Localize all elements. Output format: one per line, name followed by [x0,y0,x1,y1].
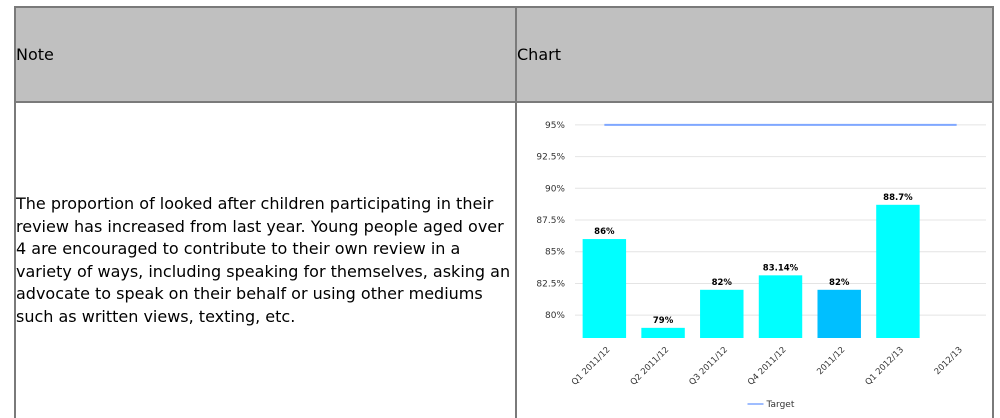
x-tick-label: Q1 2012/13 [864,345,907,388]
legend-target-label: Target [766,400,795,410]
x-tick-label: Q3 2011/12 [687,345,730,388]
bar-data-label: 86% [594,227,615,237]
bar [700,289,744,338]
y-tick-label: 87.5% [536,216,565,226]
note-text: The proportion of looked after children … [16,194,511,326]
x-tick-label: 2012/13 [933,345,965,377]
note-column-header: Note [16,8,517,103]
bar-chart: 80% 82.5% 85% 87.5% 90% 92.5% 95% 86% Q1 2011/12… [536,121,986,410]
bar [641,327,685,338]
bar-data-label: 79% [653,316,674,326]
bar [876,204,920,338]
note-chart-table: Note Chart The proportion of looked afte… [14,6,994,418]
bar [758,275,803,338]
y-tick-label: 95% [545,121,565,131]
table-body-row: The proportion of looked after children … [16,103,992,418]
table-header-row: Note Chart [16,8,992,103]
bar-data-label: 82% [712,278,733,288]
x-tick-label: Q2 2011/12 [629,345,672,388]
note-cell: The proportion of looked after children … [16,103,517,418]
y-tick-label: 85% [545,248,565,258]
x-tick-label: 2011/12 [815,345,847,377]
bar-data-label: 88.7% [883,193,913,203]
bar [582,239,627,338]
bar-data-label: 82% [829,278,850,288]
x-tick-label: Q1 2011/12 [570,345,613,388]
y-tick-label: 80% [545,311,565,321]
chart-column-header: Chart [517,8,992,103]
y-tick-label: 92.5% [536,153,565,163]
chart-cell: 80% 82.5% 85% 87.5% 90% 92.5% 95% 86% Q1 2011/12… [517,103,992,418]
bar [817,289,861,338]
y-tick-label: 82.5% [536,279,565,289]
x-tick-label: Q4 2011/12 [746,345,789,388]
bar-data-label: 83.14% [763,263,799,273]
y-tick-label: 90% [545,184,565,194]
